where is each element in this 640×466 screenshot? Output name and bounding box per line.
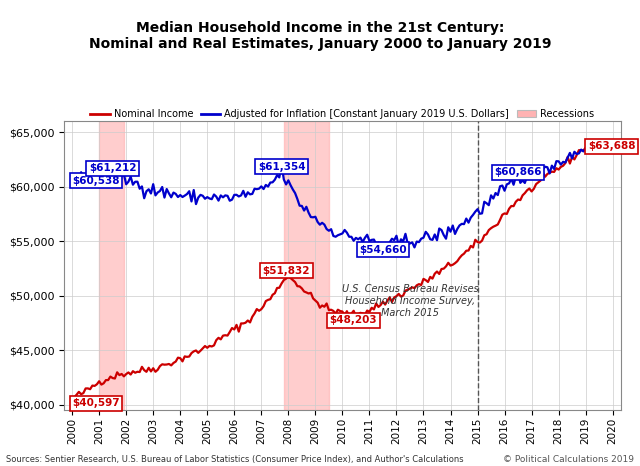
Bar — [284, 121, 329, 410]
Text: $60,866: $60,866 — [494, 167, 542, 177]
Legend: Nominal Income, Adjusted for Inflation [Constant January 2019 U.S. Dollars], Rec: Nominal Income, Adjusted for Inflation [… — [86, 105, 598, 123]
Text: Sources: Sentier Research, U.S. Bureau of Labor Statistics (Consumer Price Index: Sources: Sentier Research, U.S. Bureau o… — [6, 455, 464, 464]
Text: $63,688: $63,688 — [588, 141, 636, 151]
Text: $51,832: $51,832 — [262, 266, 310, 275]
Bar — [99, 121, 124, 410]
Y-axis label: Income Estimates: Income Estimates — [0, 210, 3, 322]
Text: $60,538: $60,538 — [72, 176, 120, 186]
Text: $61,212: $61,212 — [89, 164, 136, 173]
Text: $48,203: $48,203 — [330, 315, 377, 325]
Text: U.S. Census Bureau Revises
Household Income Survey,
March 2015: U.S. Census Bureau Revises Household Inc… — [342, 284, 478, 318]
Text: Median Household Income in the 21st Century:
Nominal and Real Estimates, January: Median Household Income in the 21st Cent… — [89, 21, 551, 51]
Text: © Political Calculations 2019: © Political Calculations 2019 — [502, 455, 634, 464]
Text: $40,597: $40,597 — [72, 398, 120, 408]
Text: $54,660: $54,660 — [359, 245, 407, 255]
Text: $61,354: $61,354 — [258, 162, 305, 172]
